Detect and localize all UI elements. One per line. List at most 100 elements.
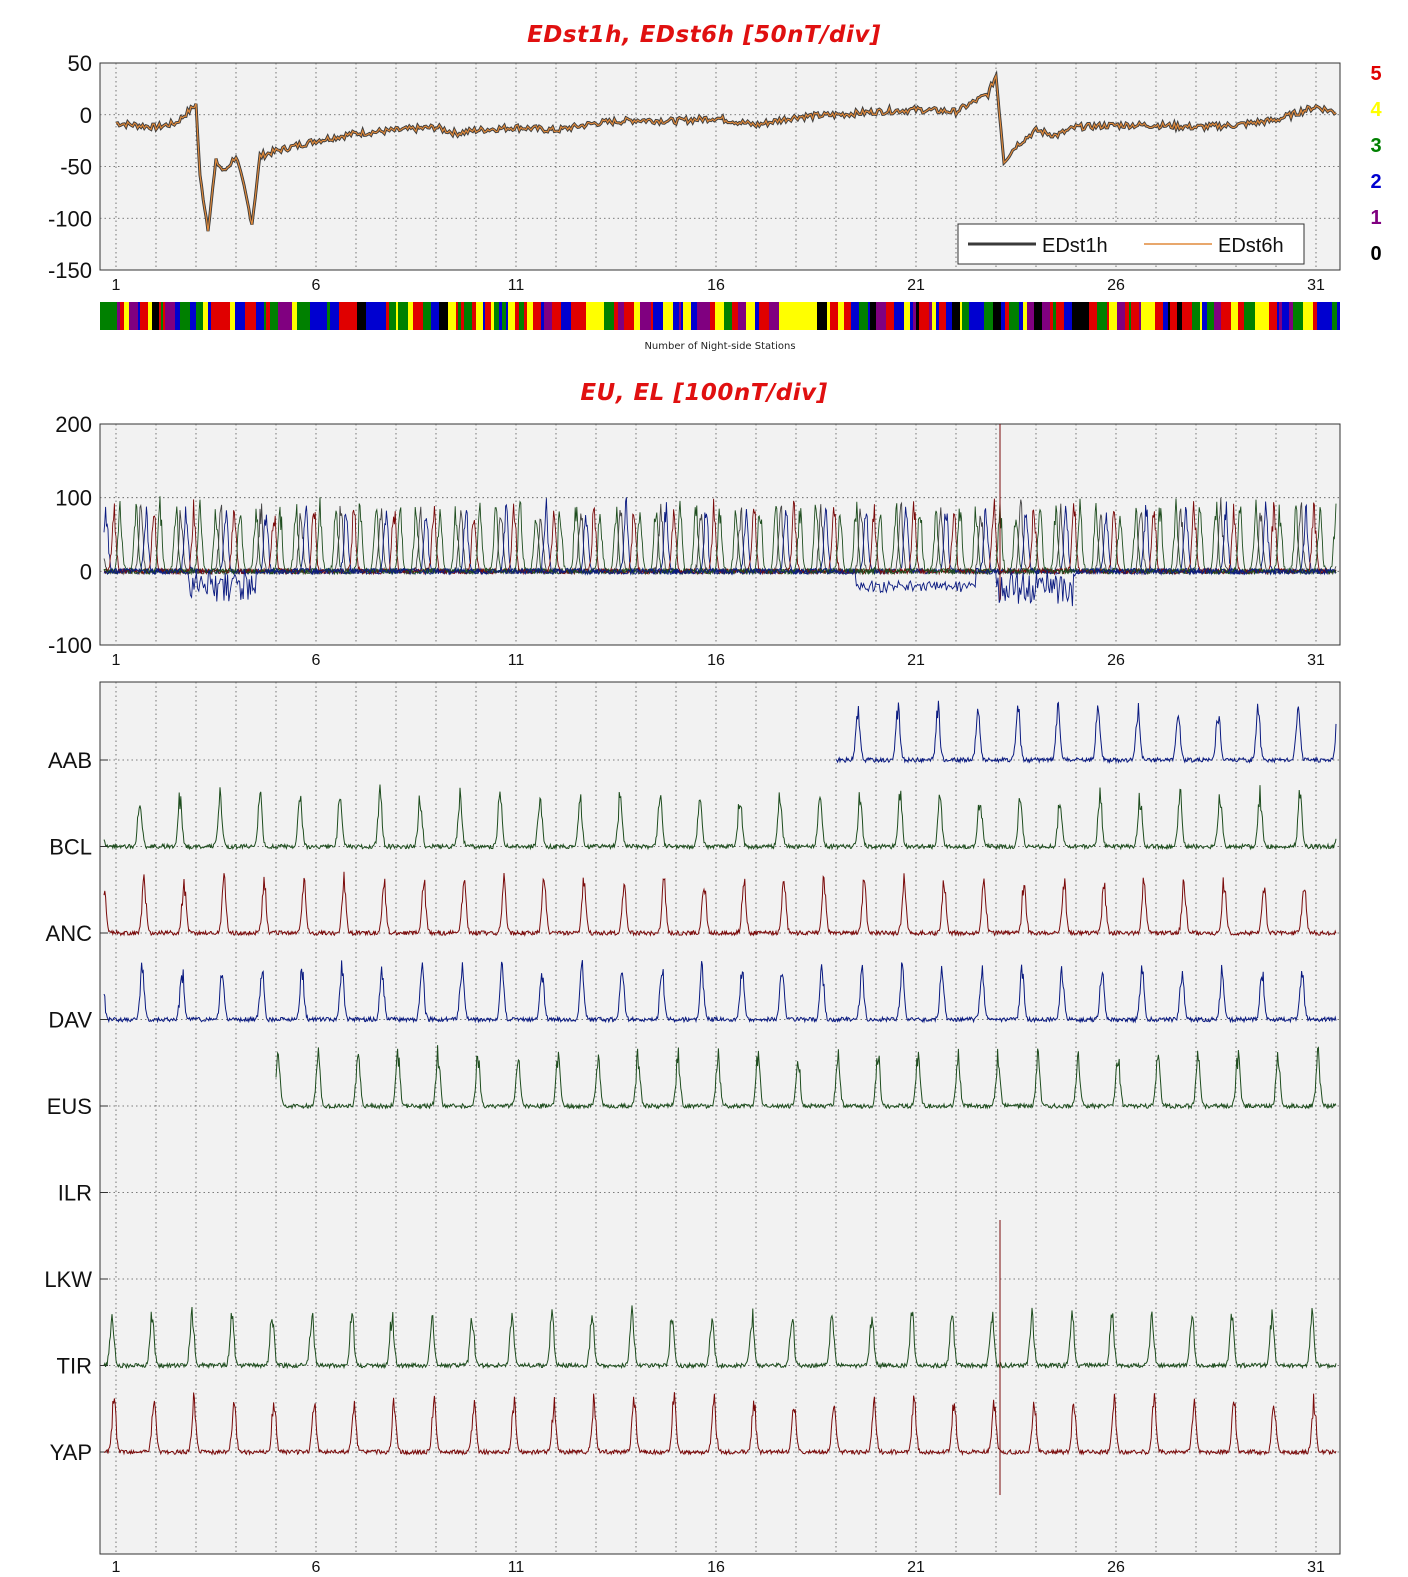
colorbar-segment [786,302,791,330]
colorbar-segment [152,302,159,330]
colorbar-segment [327,302,330,330]
panel1-xtick: 31 [1307,277,1325,294]
colorbar-segment [1023,302,1027,330]
colorbar-segment [913,302,916,330]
colorbar-segment [886,302,894,330]
colorbar-segment [936,302,939,330]
colorbar-segment [519,302,524,330]
colorbar-segment [1238,302,1244,330]
panel2-ytick: 200 [55,412,92,437]
colorbar-segment [319,302,327,330]
colorbar-segment [476,302,483,330]
panel1-xtick: 21 [907,277,925,294]
colorbar-segment [651,302,653,330]
station-count-label: 2 [1370,171,1381,193]
colorbar-segment [578,302,586,330]
station-count-label: 0 [1370,243,1381,265]
colorbar-segment [586,302,595,330]
colorbar-segment [1337,302,1340,330]
colorbar-segment [946,302,948,330]
panel1-ytick: -50 [60,155,92,180]
colorbar-segment [175,302,180,330]
colorbar-segment [673,302,679,330]
panel2-ytick: -100 [48,633,92,658]
colorbar-segment [190,302,196,330]
station-label-aab: AAB [48,748,92,773]
colorbar-segment [894,302,904,330]
panel1-ytick: 0 [80,103,92,128]
colorbar-segment [730,302,732,330]
colorbar-segment [1056,302,1064,330]
colorbar-segment [1089,302,1097,330]
station-label-yap: YAP [50,1440,92,1465]
colorbar-segment [515,302,519,330]
colorbar-segment [624,302,634,330]
colorbar-segment [256,302,264,330]
colorbar-segment [1129,302,1131,330]
colorbar-segment [502,302,506,330]
colorbar-segment [1131,302,1139,330]
colorbar-segment [431,302,439,330]
colorbar-segment [124,302,129,330]
eu-el-panel-title: EU, EL [100nT/div] [580,380,828,406]
eu-el-trace [103,498,1337,576]
panel2-frame [99,423,1341,646]
colorbar-segment [738,302,746,330]
colorbar-segment [827,302,830,330]
colorbar-segment [1259,302,1269,330]
colorbar-segment [910,302,913,330]
colorbar-segment [634,302,640,330]
colorbar-segment [916,302,919,330]
colorbar-segment [1146,302,1155,330]
colorbar-segment [993,302,1001,330]
colorbar-segment [524,302,527,330]
colorbar-segment [969,302,978,330]
colorbar-segment [380,302,384,330]
colorbar-segment [1293,302,1303,330]
colorbar-segment [1317,302,1323,330]
colorbar-segment [1177,302,1182,330]
colorbar-segment [1214,302,1221,330]
colorbar-segment [336,302,339,330]
colorbar-segment [108,302,117,330]
colorbar-segment [663,302,671,330]
station-label-ilr: ILR [58,1181,92,1206]
colorbar-segment [990,302,993,330]
colorbar-segment [1282,302,1289,330]
colorbar-segment [691,302,697,330]
colorbar-segment [1050,302,1053,330]
colorbar-segment [1289,302,1293,330]
panel2-xtick: 16 [707,652,725,669]
colorbar-segment [180,302,190,330]
colorbar-segment [1072,302,1081,330]
edst-panel-title: EDst1h, EDst6h [50nT/div] [527,22,881,48]
colorbar-segment [396,302,398,330]
station-trace-yap [103,1392,1337,1457]
colorbar-segment [1005,302,1009,330]
colorbar-segment [100,302,108,330]
colorbar-segment [252,302,256,330]
panel1-xtick: 6 [312,277,321,294]
colorbar-segment [859,302,861,330]
colorbar-segment [870,302,876,330]
colorbar-segment [1053,302,1056,330]
colorbar-segment [1277,302,1279,330]
colorbar-segment [129,302,138,330]
colorbar-segment [1034,302,1042,330]
colorbar-segment [653,302,663,330]
colorbar-segment [683,302,691,330]
colorbar-segment [384,302,386,330]
colorbar-segment [866,302,868,330]
colorbar-segment [952,302,960,330]
colorbar-segment [1109,302,1115,330]
station-count-label: 3 [1370,135,1381,157]
colorbar-segment [1246,302,1255,330]
colorbar-segment [919,302,929,330]
colorbar-segment [1139,302,1141,330]
panel3-xtick: 16 [707,1559,725,1576]
colorbar-segment [506,302,508,330]
station-trace-bcl [103,784,1337,851]
panel1-ytick: -100 [48,206,92,231]
colorbar-segment [710,302,715,330]
